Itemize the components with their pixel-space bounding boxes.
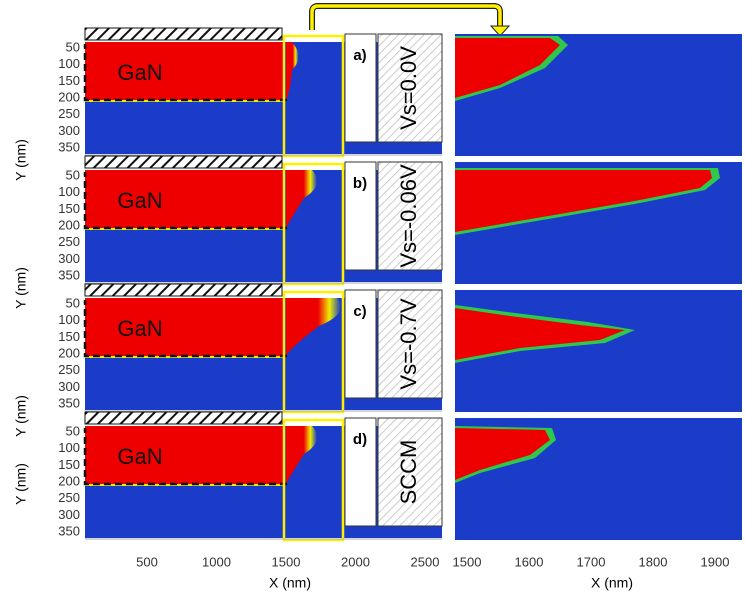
gan-label: GaN (117, 188, 162, 213)
hatch-bar (84, 283, 283, 297)
x-tick-label: 1900 (701, 554, 730, 569)
zoom-gan (455, 428, 550, 480)
y-tick-label: 300 (58, 123, 80, 138)
x-tick-label: 1500 (453, 554, 482, 569)
panel-label: a) (353, 47, 366, 64)
arrow-outline (309, 2, 503, 30)
x-tick-label: 500 (136, 554, 158, 569)
tip (284, 170, 317, 228)
condition-label: Vs=0.0V (396, 46, 421, 130)
y-tick-label: 200 (58, 89, 80, 104)
gan-region (85, 426, 285, 484)
y-tick-label: 300 (58, 379, 80, 394)
panel-label: c) (353, 303, 366, 320)
condition-label: Vs=-0.7V (396, 298, 421, 389)
gan-label: GaN (117, 60, 162, 85)
y-tick-label: 250 (58, 106, 80, 121)
gan-outline (83, 300, 287, 358)
hatched-box (377, 161, 443, 271)
panel-label: b) (353, 175, 367, 192)
zoom-gan (455, 170, 712, 232)
x-tick-label: 2000 (341, 554, 370, 569)
tip (284, 42, 299, 100)
hatched-box (377, 417, 443, 527)
gan-region (85, 170, 285, 228)
tip (284, 298, 341, 356)
y-tick-label: 200 (58, 345, 80, 360)
hatch-bar (84, 27, 283, 41)
y-tick-label: 50 (66, 39, 80, 54)
x-tick-label: 1800 (639, 554, 668, 569)
zoom-box (282, 290, 345, 414)
x-tick-label: 1600 (515, 554, 544, 569)
y-tick-label: 100 (58, 312, 80, 327)
x-label: X (nm) (269, 575, 311, 591)
gan-outline (83, 428, 287, 486)
zoom-gan (455, 308, 625, 360)
y-tick-label: 50 (66, 423, 80, 438)
gan-region (85, 298, 285, 356)
gan-label: GaN (117, 316, 162, 341)
y-tick-label: 350 (58, 395, 80, 410)
condition-label: Vs=-0.06V (396, 164, 421, 268)
y-label: Y (nm) (13, 267, 29, 309)
white-box (344, 417, 377, 527)
y-tick-label: 350 (58, 267, 80, 282)
y-tick-label: 250 (58, 490, 80, 505)
x-tick-label: 1500 (272, 554, 301, 569)
y-tick-label: 100 (58, 440, 80, 455)
y-tick-label: 50 (66, 167, 80, 182)
y-tick-label: 50 (66, 295, 80, 310)
y-tick-label: 300 (58, 507, 80, 522)
zoom-box (282, 34, 345, 158)
x-label: X (nm) (591, 575, 633, 591)
y-tick-label: 150 (58, 457, 80, 472)
y-tick-label: 100 (58, 184, 80, 199)
panel-label: d) (353, 431, 367, 448)
zoom-box (282, 418, 345, 542)
gan-outline (83, 44, 287, 102)
zoom-box (282, 162, 345, 286)
y-tick-label: 100 (58, 56, 80, 71)
arrow-head (489, 25, 511, 37)
tip (284, 426, 317, 484)
y-tick-label: 200 (58, 473, 80, 488)
y-label: Y (nm) (13, 395, 29, 437)
y-tick-label: 200 (58, 217, 80, 232)
hatched-box (377, 33, 443, 143)
zoom-gan (455, 38, 560, 98)
white-box (344, 33, 377, 143)
y-tick-label: 150 (58, 73, 80, 88)
y-tick-label: 350 (58, 523, 80, 538)
hatched-box (377, 289, 443, 399)
y-tick-label: 300 (58, 251, 80, 266)
y-label: Y (nm) (13, 463, 29, 505)
y-label: Y (nm) (13, 139, 29, 181)
hatch-bar (84, 411, 283, 425)
white-box (344, 289, 377, 399)
x-tick-label: 1000 (202, 554, 231, 569)
gan-outline (83, 172, 287, 230)
x-tick-label: 1700 (577, 554, 606, 569)
gan-label: GaN (117, 444, 162, 469)
y-tick-label: 250 (58, 234, 80, 249)
white-box (344, 161, 377, 271)
x-tick-label: 2500 (411, 554, 440, 569)
y-tick-label: 150 (58, 329, 80, 344)
condition-label: SCCM (396, 440, 421, 505)
y-tick-label: 150 (58, 201, 80, 216)
y-tick-label: 350 (58, 139, 80, 154)
hatch-bar (84, 155, 283, 169)
gan-region (85, 42, 285, 100)
y-tick-label: 250 (58, 362, 80, 377)
arrow (310, 4, 502, 30)
